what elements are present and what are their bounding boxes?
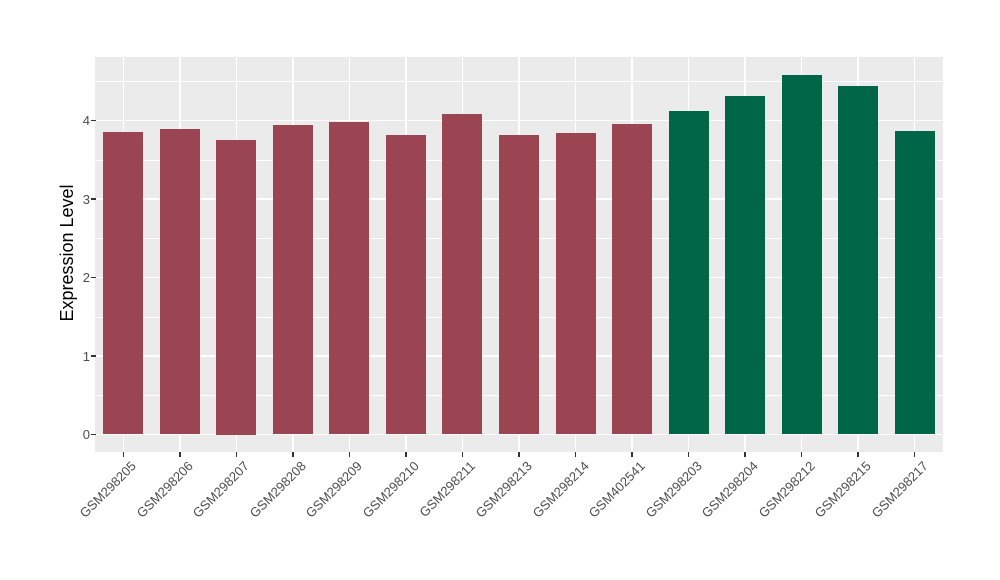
x-tick-label: GSM298213: [472, 458, 535, 521]
bar-GSM298207: [216, 140, 257, 435]
x-tick-label: GSM298209: [303, 458, 366, 521]
x-tick-label: GSM298217: [868, 458, 931, 521]
bar-GSM298215: [838, 85, 879, 435]
x-tick-mark: [348, 452, 351, 457]
x-tick-mark: [405, 452, 407, 457]
x-tick-label: GSM298207: [190, 458, 253, 521]
x-tick-label: GSM402541: [585, 458, 648, 521]
x-tick-mark: [631, 452, 633, 457]
x-tick-label: GSM298203: [642, 458, 705, 521]
y-tick-mark: [91, 119, 96, 122]
x-tick-mark: [235, 452, 238, 457]
plot-panel: [95, 57, 943, 452]
bar-GSM298208: [272, 125, 313, 435]
y-tick-mark: [91, 198, 96, 200]
x-tick-label: GSM298208: [246, 458, 309, 521]
x-tick-mark: [518, 452, 520, 457]
y-tick-label: 4: [82, 113, 90, 128]
major-gridline: [95, 433, 943, 436]
bar-GSM298212: [781, 74, 822, 435]
bar-GSM298214: [555, 133, 596, 435]
minor-gridline: [95, 81, 943, 83]
y-tick-label: 0: [82, 427, 90, 442]
x-tick-label: GSM298215: [811, 458, 875, 521]
x-tick-label: GSM298204: [698, 458, 762, 521]
x-tick-mark: [687, 452, 690, 457]
y-tick-mark: [91, 276, 96, 279]
bar-GSM298204: [725, 96, 766, 435]
x-tick-mark: [179, 452, 181, 457]
y-tick-label: 1: [82, 348, 90, 364]
x-tick-mark: [461, 452, 464, 457]
y-axis-title: Expression Level: [57, 184, 77, 322]
x-tick-label: GSM298205: [76, 458, 140, 521]
x-tick-label: GSM298210: [359, 458, 422, 521]
x-tick-mark: [122, 452, 125, 457]
bar-GSM402541: [612, 123, 653, 435]
bar-GSM298209: [329, 122, 370, 435]
y-tick-label: 3: [82, 191, 90, 207]
y-tick-label: 2: [82, 270, 90, 285]
major-gridline: [95, 119, 943, 122]
x-tick-mark: [800, 452, 803, 457]
x-tick-label: GSM298211: [416, 458, 479, 520]
bar-GSM298203: [668, 111, 709, 435]
bar-GSM298210: [385, 135, 426, 435]
x-tick-mark: [913, 452, 916, 457]
bar-GSM298211: [442, 114, 483, 435]
x-tick-mark: [574, 452, 577, 457]
y-tick-mark: [91, 433, 96, 436]
x-tick-mark: [744, 452, 746, 457]
bar-GSM298217: [894, 131, 935, 435]
x-tick-label: GSM298214: [529, 458, 592, 521]
x-tick-label: GSM298212: [755, 458, 818, 521]
y-tick-mark: [91, 355, 96, 357]
bar-GSM298213: [499, 135, 539, 435]
bar-GSM298205: [103, 132, 144, 435]
bar-GSM298206: [159, 129, 200, 435]
x-tick-mark: [292, 452, 294, 457]
x-tick-label: GSM298206: [133, 458, 196, 521]
x-tick-mark: [857, 452, 859, 457]
